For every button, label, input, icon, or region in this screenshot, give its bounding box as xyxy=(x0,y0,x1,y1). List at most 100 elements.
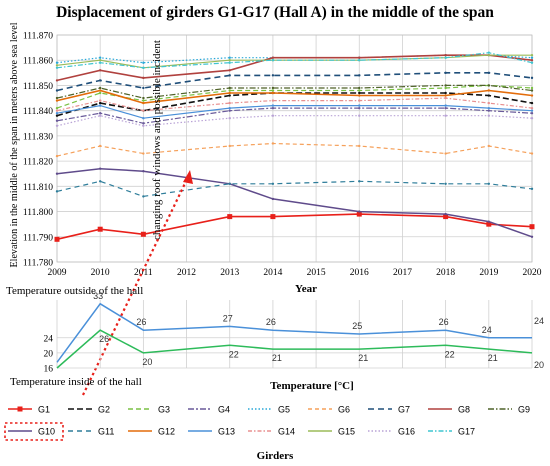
legend-label-g14: G14 xyxy=(278,427,295,437)
series-point-g10 xyxy=(98,167,102,170)
series-point-g12 xyxy=(530,94,534,97)
series-point-g2 xyxy=(358,91,361,95)
temp-right-tick-top: 24 xyxy=(534,316,544,326)
series-point-g8 xyxy=(142,76,145,80)
series-point-g7 xyxy=(228,74,231,77)
series-point-g9 xyxy=(358,86,361,90)
temp-inside-value-label: 22 xyxy=(445,349,455,359)
temp-outside-value-label: 25 xyxy=(352,321,362,331)
series-line-g16 xyxy=(56,115,533,127)
main-x-tick-label: 2013 xyxy=(220,268,239,278)
main-y-tick-label: 111.830 xyxy=(23,132,53,142)
series-point-g2 xyxy=(228,94,231,97)
temp-y-tick-label: 24 xyxy=(44,334,54,344)
series-point-g9 xyxy=(444,84,447,87)
series-point-g13 xyxy=(55,111,59,115)
annotation-arrow xyxy=(82,172,191,396)
temp-y-tick-label: 16 xyxy=(44,365,54,375)
series-point-g3 xyxy=(55,106,59,110)
legend-label-g17: G17 xyxy=(458,427,475,437)
temp-inside-value-label: 20 xyxy=(142,357,152,367)
series-point-g3 xyxy=(271,89,275,92)
series-point-g14 xyxy=(358,99,361,102)
temp-inside-value-label: 22 xyxy=(229,349,239,359)
legend-label-g9: G9 xyxy=(518,405,530,415)
legend-label-g13: G13 xyxy=(218,427,235,437)
series-point-g6 xyxy=(487,144,491,148)
legend-title: Girders xyxy=(257,450,294,462)
main-y-tick-label: 111.810 xyxy=(23,183,53,193)
series-point-g4 xyxy=(228,109,231,112)
series-point-g14 xyxy=(98,99,102,102)
series-point-g3 xyxy=(98,91,102,95)
main-y-ticks: 111.780 111.790 111.800 111.810 111.820 111.8… xyxy=(23,32,53,269)
main-series-group xyxy=(54,51,535,242)
temperature-series-group: 33 26 27 26 25 26 24 26 20 22 21 21 22 21 xyxy=(56,291,533,369)
main-y-tick-label: 111.860 xyxy=(23,57,53,67)
main-x-ticks: 2009 2010 2011 2012 2013 2014 2015 2016 2017 2018… xyxy=(48,268,542,278)
series-point-g1 xyxy=(97,226,103,232)
series-point-g14 xyxy=(271,99,275,102)
main-x-tick-label: 2020 xyxy=(523,268,542,278)
series-point-g2 xyxy=(55,114,59,117)
legend-label-g15: G15 xyxy=(338,427,355,437)
series-line-g2 xyxy=(56,92,533,117)
series-line-g9 xyxy=(56,84,533,99)
series-point-g9 xyxy=(98,86,102,90)
series-point-g8 xyxy=(358,56,361,59)
legend-label-g8: G8 xyxy=(458,405,470,415)
series-point-g11 xyxy=(142,195,145,198)
series-point-g13 xyxy=(142,117,145,120)
series-point-g3 xyxy=(358,89,361,92)
series-point-g17 xyxy=(98,61,102,64)
series-point-g16 xyxy=(55,124,59,128)
series-point-g16 xyxy=(358,114,361,117)
temperature-y-ticks: 16 20 24 xyxy=(44,334,54,374)
temperature-grid xyxy=(56,300,533,369)
main-x-tick-label: 2014 xyxy=(263,268,282,278)
series-point-g16 xyxy=(228,117,231,120)
legend-highlight-box xyxy=(4,422,64,441)
series-point-g15 xyxy=(98,59,102,62)
series-point-g8 xyxy=(444,53,447,57)
main-y-tick-label: 111.790 xyxy=(23,233,53,243)
series-point-g16 xyxy=(487,114,491,117)
series-point-g12 xyxy=(55,99,59,102)
series-point-g6 xyxy=(444,152,447,155)
series-point-g7 xyxy=(358,74,361,77)
temp-outside-line xyxy=(56,302,532,363)
legend-label-g3: G3 xyxy=(158,405,170,415)
temp-outside-value-label: 27 xyxy=(223,313,233,323)
series-point-g5 xyxy=(530,56,534,59)
series-point-g1 xyxy=(529,224,535,230)
series-point-g4 xyxy=(530,111,534,115)
series-point-g12 xyxy=(271,91,275,95)
series-point-g16 xyxy=(271,114,275,117)
series-point-g11 xyxy=(98,180,102,183)
series-point-g17 xyxy=(55,66,59,69)
temp-inside-value-label: 21 xyxy=(488,353,498,363)
main-y-tick-label: 111.840 xyxy=(23,107,53,117)
series-point-g13 xyxy=(228,106,231,110)
main-y-tick-label: 111.820 xyxy=(23,158,53,168)
series-point-g10 xyxy=(142,170,145,173)
series-point-g1 xyxy=(443,214,449,220)
main-x-tick-label: 2018 xyxy=(436,268,455,278)
temp-outside-value-label: 26 xyxy=(266,317,276,327)
main-x-tick-label: 2009 xyxy=(48,268,67,278)
series-point-g9 xyxy=(142,96,145,100)
inside-temp-label: Temperature inside of the hall xyxy=(10,376,142,388)
series-point-g2 xyxy=(530,101,534,105)
series-point-g1 xyxy=(270,214,276,220)
main-y-tick-label: 111.870 xyxy=(23,32,53,42)
series-point-g4 xyxy=(444,106,447,110)
temp-inside-value-label: 21 xyxy=(272,353,282,363)
temp-y-tick-label: 20 xyxy=(44,349,54,359)
outside-temp-label: Temperature outside of the hall xyxy=(6,285,143,297)
series-point-g9 xyxy=(228,86,231,90)
main-x-tick-label: 2010 xyxy=(91,268,110,278)
series-point-g15 xyxy=(55,64,59,67)
temp-outside-value-label: 33 xyxy=(93,291,103,301)
legend-label-g6: G6 xyxy=(338,405,350,415)
